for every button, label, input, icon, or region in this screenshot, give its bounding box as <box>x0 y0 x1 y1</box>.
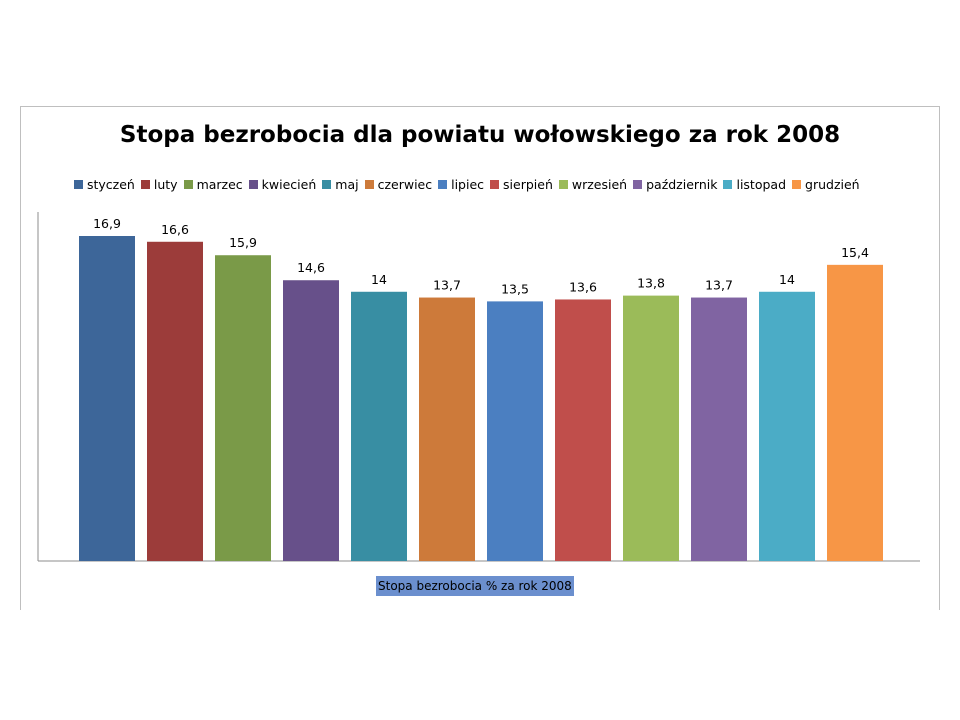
legend-item: październik <box>633 177 717 192</box>
legend-item: maj <box>322 176 359 192</box>
data-label: 16,9 <box>93 216 121 231</box>
legend-swatch <box>723 179 733 189</box>
bar-wrzesień <box>623 295 679 561</box>
legend-label: kwiecień <box>261 176 317 192</box>
chart-title: Stopa bezrobocia dla powiatu wołowskiego… <box>119 122 841 148</box>
bar-styczeń <box>79 236 135 561</box>
data-label: 13,8 <box>637 276 665 291</box>
legend-label: marzec <box>196 176 243 192</box>
data-label: 13,7 <box>433 278 461 293</box>
legend-label: czerwiec <box>377 176 433 192</box>
legend-item: luty <box>140 176 178 192</box>
bar-październik <box>691 297 747 561</box>
legend-swatch <box>490 179 500 189</box>
legend-item: sierpień <box>490 177 553 192</box>
legend-item: grudzień <box>792 177 860 192</box>
legend-swatch <box>140 179 150 189</box>
legend-label: lipiec <box>451 176 485 192</box>
data-label: 15,9 <box>229 235 257 250</box>
data-label: 14 <box>779 272 795 287</box>
data-label: 15,4 <box>841 245 869 260</box>
bar-kwiecień <box>283 280 339 561</box>
bar-lipiec <box>487 301 543 561</box>
legend-label: listopad <box>736 176 787 192</box>
bar-luty <box>147 241 203 561</box>
legend-swatch <box>438 179 448 189</box>
x-axis-label: Stopa bezrobocia % za rok 2008 <box>376 576 574 596</box>
legend-swatch <box>364 179 374 189</box>
legend-item: czerwiec <box>364 176 433 192</box>
legend-item: listopad <box>723 177 786 192</box>
bar-grudzień <box>827 264 883 561</box>
data-label: 13,5 <box>501 281 529 296</box>
legend-label: grudzień <box>805 176 860 192</box>
data-label: 13,6 <box>569 279 597 294</box>
legend-swatch <box>74 179 83 189</box>
legend-swatch <box>183 179 193 189</box>
chart-legend: styczeń luty marzec kwiecień maj czerwiec lipi… <box>74 174 904 194</box>
chart-frame <box>20 106 940 610</box>
legend-label: sierpień <box>503 176 553 192</box>
legend-swatch <box>792 179 802 189</box>
legend-swatch <box>248 179 258 189</box>
bar-czerwiec <box>419 297 475 561</box>
legend-label: październik <box>646 176 718 192</box>
data-label: 16,6 <box>161 222 189 237</box>
legend-label: luty <box>153 176 178 192</box>
legend-label: wrzesień <box>571 176 628 192</box>
data-label: 14 <box>371 272 387 287</box>
bar-marzec <box>215 255 271 561</box>
bar-sierpień <box>555 299 611 561</box>
data-label: 14,6 <box>297 260 325 275</box>
legend-item: styczeń <box>74 177 135 192</box>
legend-item: lipiec <box>438 177 484 192</box>
bar-listopad <box>759 291 815 561</box>
legend-label: maj <box>335 176 359 192</box>
legend-label: styczeń <box>87 176 135 192</box>
legend-item: kwiecień <box>248 176 317 192</box>
legend-swatch <box>558 179 568 189</box>
data-label: 13,7 <box>705 278 733 293</box>
legend-swatch <box>322 179 332 189</box>
legend-item: marzec <box>183 176 243 192</box>
bar-maj <box>351 291 407 561</box>
legend-swatch <box>633 179 643 189</box>
legend-item: wrzesień <box>558 176 628 192</box>
